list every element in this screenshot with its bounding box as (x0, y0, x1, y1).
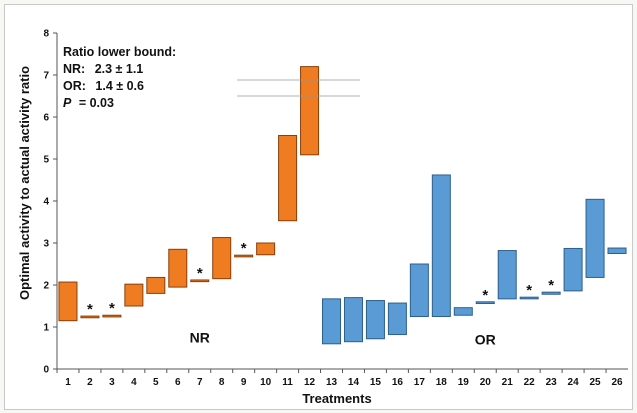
group-label-or: OR (475, 332, 496, 348)
x-tick-label: 12 (304, 377, 316, 388)
bars (58, 66, 627, 345)
annotation-heading: Ratio lower bound: (63, 45, 176, 59)
range-bar-nr-4 (124, 283, 144, 307)
x-tick-label: 5 (153, 377, 159, 388)
range-bar-nr-6 (168, 248, 188, 288)
x-tick-label: 10 (260, 377, 272, 388)
range-bar-or-17 (409, 263, 429, 317)
annotation-p: P = 0.03 (63, 96, 114, 110)
range-bar-or-13 (322, 298, 342, 345)
x-tick-label: 8 (219, 377, 225, 388)
annotation-guide-lines (237, 79, 360, 97)
range-bar-or-20 (475, 301, 495, 304)
x-tick-label: 21 (502, 377, 514, 388)
significance-star: * (548, 277, 554, 294)
y-tick-label: 4 (43, 197, 49, 208)
range-bar-or-24 (563, 247, 583, 292)
range-chart: * **** * * 1 2 3 4 5 6 7 8 9 10 11 12 13 14 15 16 17 18 19 20 2… (17, 29, 628, 406)
range-bar-or-25 (585, 198, 605, 278)
chart-frame: * * * * * * * 1 2 3 4 5 6 7 8 9 10 11 12 13 14 15 16 17 18 19 20 2… (4, 4, 633, 410)
y-tick-label: 8 (43, 29, 49, 40)
annotation-p-label: P (63, 96, 72, 110)
x-tick-label: 23 (546, 377, 558, 388)
y-tick-labels: 0 1 2 3 4 5 6 7 8 (43, 29, 57, 376)
y-axis-title: Optimal activity to actual activity rati… (17, 66, 32, 300)
range-bar-nr-1 (58, 281, 78, 322)
x-tick-label: 13 (326, 377, 338, 388)
significance-star: * (109, 300, 115, 317)
x-tick-label: 11 (282, 377, 293, 388)
significance-star: * (482, 287, 488, 304)
annotation-or-label: OR: (63, 79, 86, 93)
x-tick-label: 18 (436, 377, 448, 388)
x-tick-labels: 1 2 3 4 5 6 7 8 9 10 11 12 13 14 15 16 17 18 19 20 21 22 23 24 2… (56, 369, 623, 388)
range-bar-or-18 (431, 174, 451, 317)
x-tick-label: 26 (611, 377, 623, 388)
range-bar-or-22 (519, 296, 539, 300)
x-tick-label: 2 (87, 377, 93, 388)
range-bar-nr-5 (146, 276, 166, 294)
range-bar-nr-7 (190, 279, 210, 283)
group-label-nr: NR (190, 330, 210, 346)
x-tick-label: 24 (568, 377, 580, 388)
range-bar-or-23 (541, 291, 561, 295)
x-tick-label: 7 (197, 377, 203, 388)
y-tick-label: 3 (43, 239, 49, 250)
significance-markers: * * * * * * * (87, 240, 554, 318)
range-bar-or-16 (387, 302, 407, 336)
significance-star: * (87, 301, 93, 318)
annotation-p-value: = 0.03 (79, 96, 114, 110)
significance-star: * (197, 265, 203, 282)
range-bar-nr-3 (102, 314, 122, 318)
annotation-nr-label: NR: (63, 62, 85, 76)
range-bar-nr-12 (300, 66, 320, 156)
x-tick-label: 20 (480, 377, 492, 388)
y-tick-label: 1 (43, 323, 49, 334)
x-tick-label: 3 (109, 377, 115, 388)
x-tick-label: 16 (392, 377, 404, 388)
x-tick-label: 25 (589, 377, 601, 388)
annotation-or-value: 1.4 ± 0.6 (95, 79, 144, 93)
stats-annotation: Ratio lower bound: NR: 2.3 ± 1.1 OR: 1.4… (63, 45, 176, 110)
y-tick-label: 0 (43, 365, 49, 376)
annotation-nr-value: 2.3 ± 1.1 (95, 62, 144, 76)
x-tick-label: 19 (458, 377, 470, 388)
range-bar-or-14 (343, 297, 363, 343)
x-tick-label: 6 (175, 377, 181, 388)
significance-star: * (526, 282, 532, 299)
x-tick-label: 4 (131, 377, 137, 388)
y-tick-label: 7 (43, 71, 49, 82)
range-bar-nr-10 (256, 242, 276, 256)
range-bar-or-15 (365, 300, 385, 340)
range-bar-nr-11 (278, 134, 298, 222)
range-bar-or-26 (607, 247, 627, 254)
x-tick-label: 1 (65, 377, 71, 388)
range-bar-nr-2 (80, 315, 100, 319)
range-bar-or-19 (453, 307, 473, 316)
x-tick-label: 17 (414, 377, 426, 388)
x-axis-title: Treatments (302, 391, 371, 406)
significance-star: * (241, 240, 247, 257)
y-tick-label: 6 (43, 113, 49, 124)
y-tick-label: 2 (43, 281, 49, 292)
x-tick-label: 9 (241, 377, 247, 388)
x-tick-label: 14 (348, 377, 360, 388)
range-bar-nr-9 (234, 254, 254, 258)
y-tick-label: 5 (43, 155, 49, 166)
x-tick-label: 22 (524, 377, 536, 388)
annotation-nr: NR: 2.3 ± 1.1 (63, 62, 143, 76)
annotation-or: OR: 1.4 ± 0.6 (63, 79, 144, 93)
x-tick-label: 15 (370, 377, 382, 388)
range-bar-or-21 (497, 250, 517, 300)
range-bar-nr-8 (212, 237, 232, 280)
